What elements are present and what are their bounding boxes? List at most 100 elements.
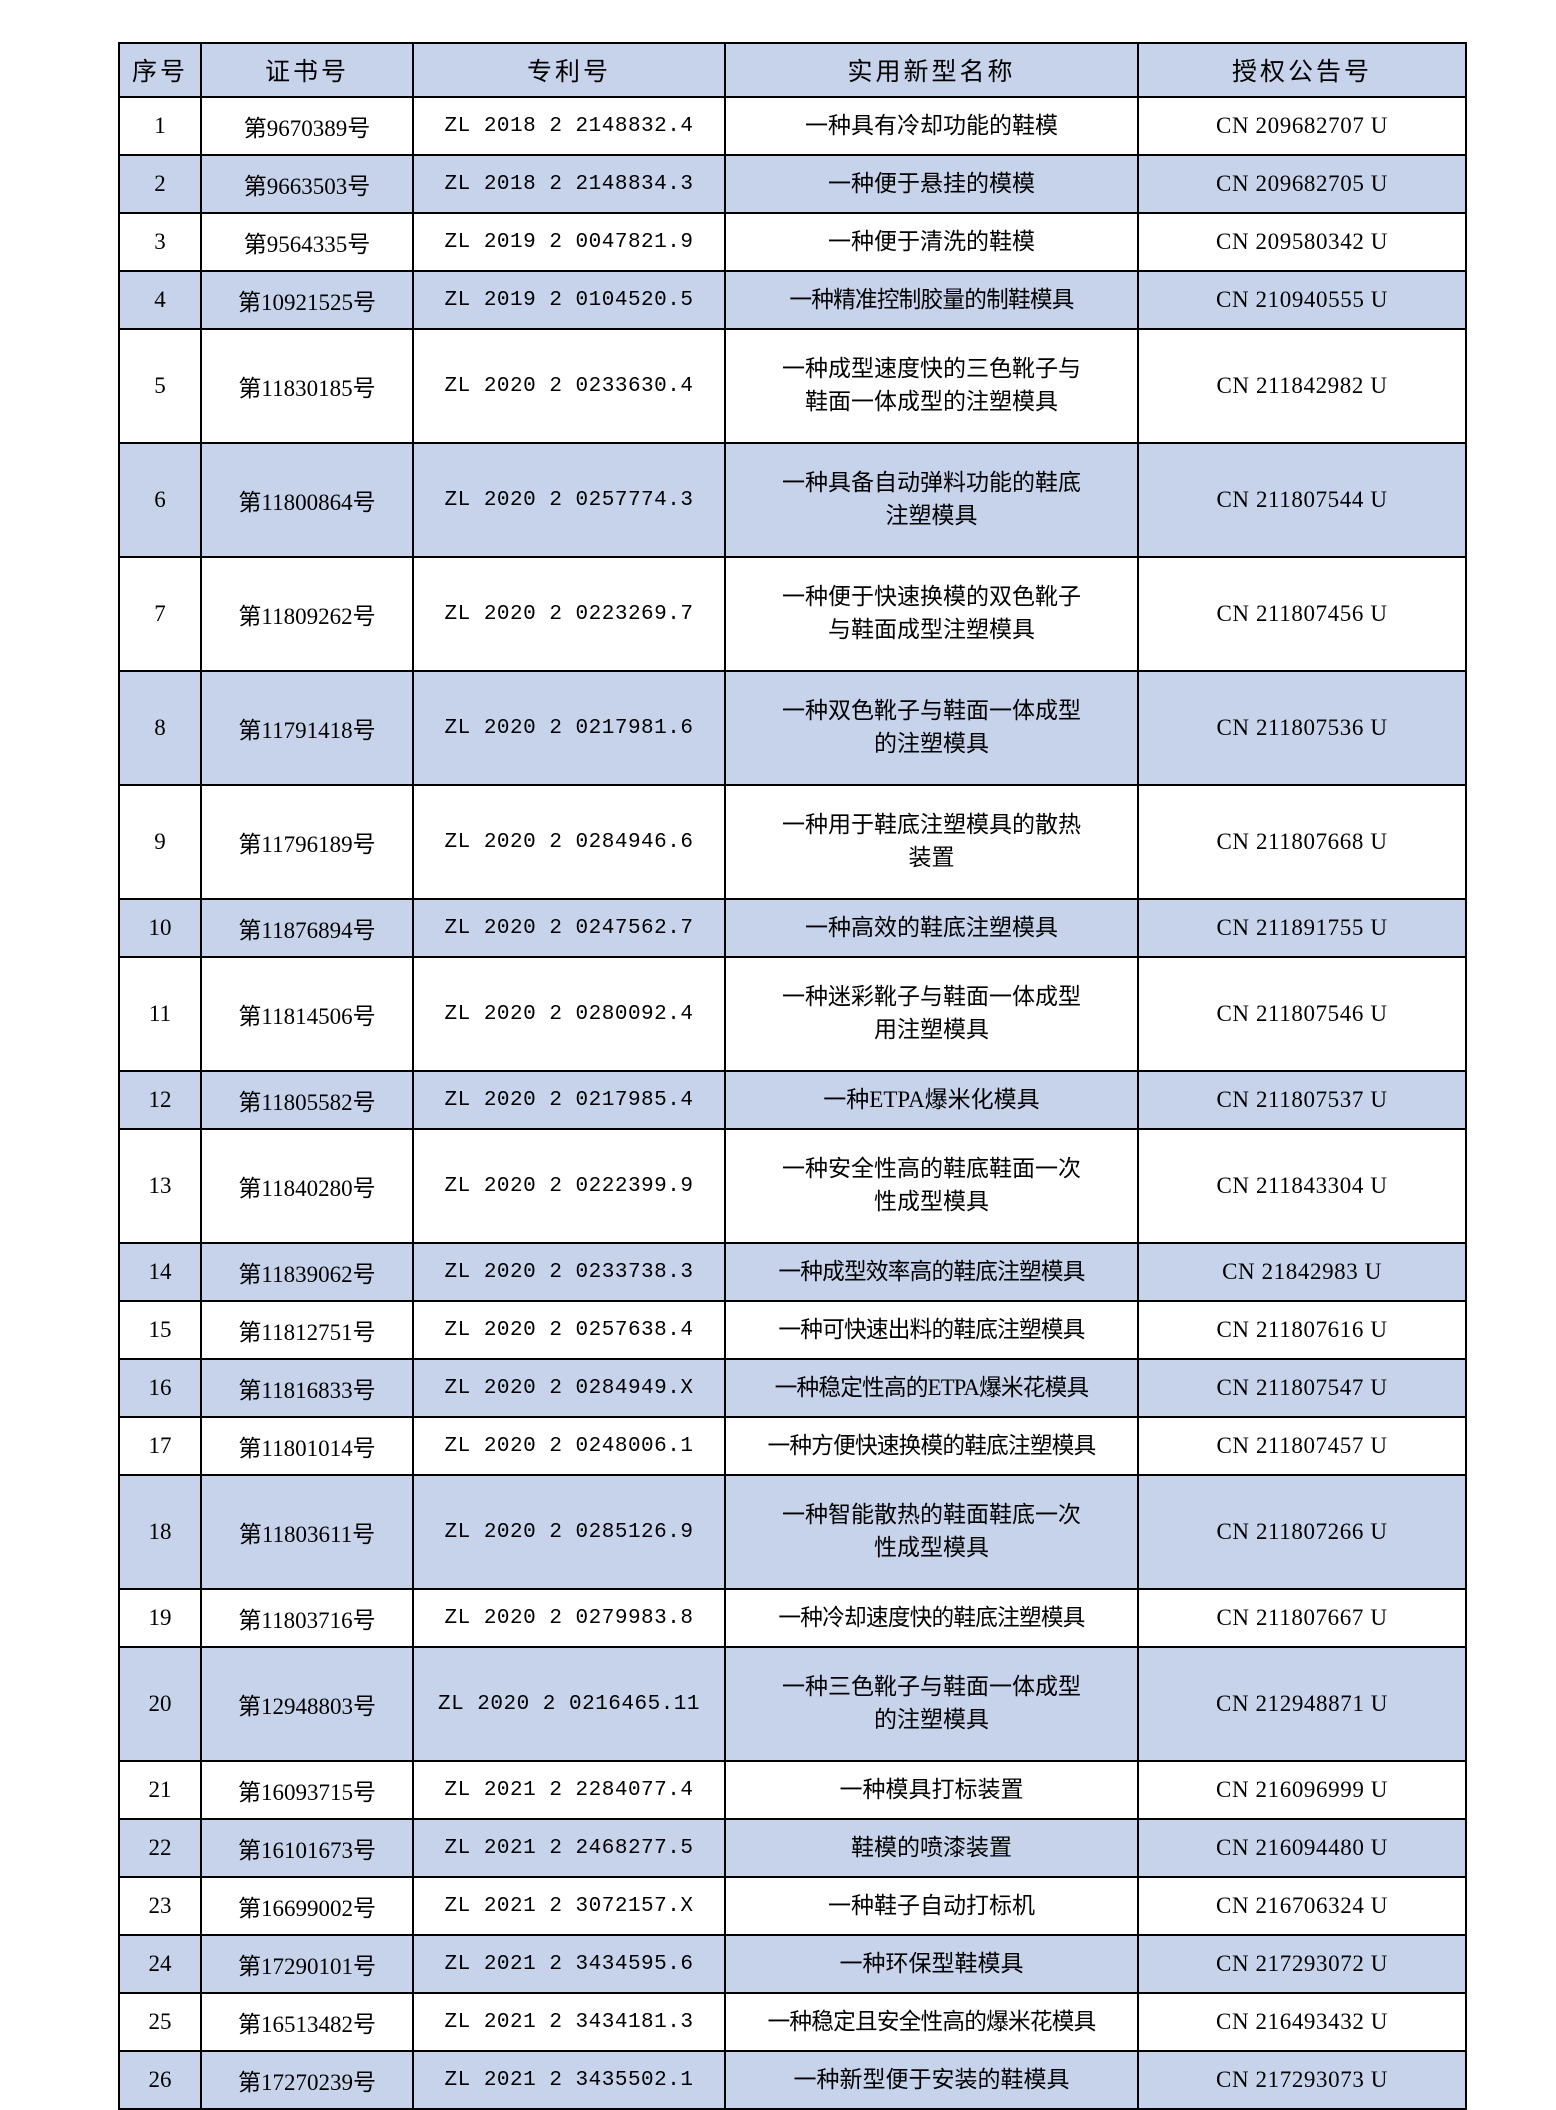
utility-model-name-line: 一种冷却速度快的鞋底注塑模具 bbox=[778, 1604, 1085, 1630]
utility-model-name-line: 一种便于悬挂的模模 bbox=[828, 170, 1035, 196]
table-row: 6 第11800864号 ZL 2020 2 0257774.3 一种具备自动弹料功能… bbox=[118, 442, 1467, 558]
cell-seq: 19 bbox=[118, 1588, 202, 1648]
cell-grant-publication-number: CN 211843304 U bbox=[1137, 1128, 1467, 1244]
cell-patent-number: ZL 2020 2 0285126.9 bbox=[412, 1474, 726, 1590]
cell-certificate-number: 第11791418号 bbox=[200, 670, 414, 786]
cell-seq: 24 bbox=[118, 1934, 202, 1994]
table-row: 17 第11801014号 ZL 2020 2 0248006.1 一种方便快速换模的… bbox=[118, 1416, 1467, 1476]
cell-utility-model-name: 一种成型效率高的鞋底注塑模具 bbox=[724, 1242, 1139, 1302]
utility-model-name-line: 一种迷彩靴子与鞋面一体成型 bbox=[782, 984, 1081, 1010]
utility-model-name-line: 一种高效的鞋底注塑模具 bbox=[805, 914, 1058, 940]
utility-model-name-line: 注塑模具 bbox=[885, 503, 978, 528]
cell-patent-number: ZL 2020 2 0222399.9 bbox=[412, 1128, 726, 1244]
table-row: 5 第11830185号 ZL 2020 2 0233630.4 一种成型速度快的三色… bbox=[118, 328, 1467, 444]
cell-seq: 9 bbox=[118, 784, 202, 900]
cell-seq: 3 bbox=[118, 212, 202, 272]
cell-seq: 1 bbox=[118, 96, 202, 156]
cell-certificate-number: 第11805582号 bbox=[200, 1070, 414, 1130]
cell-grant-publication-number: CN 217293073 U bbox=[1137, 2050, 1467, 2110]
utility-model-name-line: 一种成型速度快的三色靴子与 bbox=[782, 356, 1081, 382]
cell-seq: 5 bbox=[118, 328, 202, 444]
cell-seq: 22 bbox=[118, 1818, 202, 1878]
cell-seq: 6 bbox=[118, 442, 202, 558]
cell-certificate-number: 第16101673号 bbox=[200, 1818, 414, 1878]
cell-patent-number: ZL 2020 2 0216465.11 bbox=[412, 1646, 726, 1762]
cell-utility-model-name: 一种具有冷却功能的鞋模 bbox=[724, 96, 1139, 156]
cell-patent-number: ZL 2020 2 0217985.4 bbox=[412, 1070, 726, 1130]
cell-certificate-number: 第16093715号 bbox=[200, 1760, 414, 1820]
table-row: 25 第16513482号 ZL 2021 2 3434181.3 一种稳定且安全性高… bbox=[118, 1992, 1467, 2052]
utility-model-name-line: 一种环保型鞋模具 bbox=[839, 1950, 1024, 1976]
utility-model-name-line: 一种新型便于安装的鞋模具 bbox=[793, 2066, 1070, 2092]
cell-certificate-number: 第9670389号 bbox=[200, 96, 414, 156]
table-body: 1 第9670389号 ZL 2018 2 2148832.4 一种具有冷却功能的鞋模… bbox=[118, 96, 1467, 2110]
cell-seq: 10 bbox=[118, 898, 202, 958]
cell-utility-model-name: 一种模具打标装置 bbox=[724, 1760, 1139, 1820]
cell-patent-number: ZL 2020 2 0284949.X bbox=[412, 1358, 726, 1418]
cell-patent-number: ZL 2021 2 3435502.1 bbox=[412, 2050, 726, 2110]
table-row: 21 第16093715号 ZL 2021 2 2284077.4 一种模具打标装置 C… bbox=[118, 1760, 1467, 1820]
cell-grant-publication-number: CN 211807457 U bbox=[1137, 1416, 1467, 1476]
cell-certificate-number: 第17270239号 bbox=[200, 2050, 414, 2110]
cell-seq: 12 bbox=[118, 1070, 202, 1130]
utility-model-name-line: 一种稳定性高的ETPA爆米花模具 bbox=[774, 1374, 1090, 1400]
cell-utility-model-name: 一种环保型鞋模具 bbox=[724, 1934, 1139, 1994]
cell-certificate-number: 第17290101号 bbox=[200, 1934, 414, 1994]
cell-certificate-number: 第11839062号 bbox=[200, 1242, 414, 1302]
utility-model-name-line: 一种具备自动弹料功能的鞋底 bbox=[782, 470, 1081, 496]
cell-patent-number: ZL 2021 2 3434181.3 bbox=[412, 1992, 726, 2052]
cell-grant-publication-number: CN 209580342 U bbox=[1137, 212, 1467, 272]
cell-patent-number: ZL 2021 2 3434595.6 bbox=[412, 1934, 726, 1994]
cell-seq: 2 bbox=[118, 154, 202, 214]
cell-grant-publication-number: CN 211807537 U bbox=[1137, 1070, 1467, 1130]
utility-model-name-line: 一种方便快速换模的鞋底注塑模具 bbox=[767, 1432, 1096, 1458]
cell-grant-publication-number: CN 216493432 U bbox=[1137, 1992, 1467, 2052]
cell-seq: 15 bbox=[118, 1300, 202, 1360]
column-header-certificate-number: 证书号 bbox=[200, 42, 414, 98]
patent-list-table: 序号 证书号 专利号 实用新型名称 授权公告号 1 第9670389号 ZL 201… bbox=[118, 42, 1467, 2110]
table-row: 2 第9663503号 ZL 2018 2 2148834.3 一种便于悬挂的模模 CN… bbox=[118, 154, 1467, 214]
cell-seq: 18 bbox=[118, 1474, 202, 1590]
cell-utility-model-name: 一种双色靴子与鞋面一体成型 的注塑模具 bbox=[724, 670, 1139, 786]
table-row: 12 第11805582号 ZL 2020 2 0217985.4 一种ETPA爆米化… bbox=[118, 1070, 1467, 1130]
cell-seq: 4 bbox=[118, 270, 202, 330]
cell-patent-number: ZL 2020 2 0233738.3 bbox=[412, 1242, 726, 1302]
cell-patent-number: ZL 2020 2 0217981.6 bbox=[412, 670, 726, 786]
table-row: 13 第11840280号 ZL 2020 2 0222399.9 一种安全性高的鞋底… bbox=[118, 1128, 1467, 1244]
utility-model-name-line: 一种可快速出料的鞋底注塑模具 bbox=[778, 1316, 1085, 1342]
cell-utility-model-name: 一种便于清洗的鞋模 bbox=[724, 212, 1139, 272]
cell-patent-number: ZL 2020 2 0247562.7 bbox=[412, 898, 726, 958]
cell-seq: 23 bbox=[118, 1876, 202, 1936]
utility-model-name-line: 一种安全性高的鞋底鞋面一次 bbox=[782, 1156, 1081, 1182]
cell-certificate-number: 第11812751号 bbox=[200, 1300, 414, 1360]
utility-model-name-line: 一种三色靴子与鞋面一体成型 bbox=[782, 1674, 1081, 1700]
column-header-seq: 序号 bbox=[118, 42, 202, 98]
cell-utility-model-name: 一种用于鞋底注塑模具的散热 装置 bbox=[724, 784, 1139, 900]
utility-model-name-line: 鞋面一体成型的注塑模具 bbox=[805, 389, 1058, 414]
cell-certificate-number: 第12948803号 bbox=[200, 1646, 414, 1762]
cell-patent-number: ZL 2020 2 0257774.3 bbox=[412, 442, 726, 558]
table-row: 24 第17290101号 ZL 2021 2 3434595.6 一种环保型鞋模具 C… bbox=[118, 1934, 1467, 1994]
cell-grant-publication-number: CN 216094480 U bbox=[1137, 1818, 1467, 1878]
table-row: 11 第11814506号 ZL 2020 2 0280092.4 一种迷彩靴子与鞋面… bbox=[118, 956, 1467, 1072]
cell-patent-number: ZL 2021 2 2468277.5 bbox=[412, 1818, 726, 1878]
table-row: 19 第11803716号 ZL 2020 2 0279983.8 一种冷却速度快的鞋… bbox=[118, 1588, 1467, 1648]
cell-patent-number: ZL 2021 2 2284077.4 bbox=[412, 1760, 726, 1820]
cell-grant-publication-number: CN 211807544 U bbox=[1137, 442, 1467, 558]
cell-grant-publication-number: CN 21842983 U bbox=[1137, 1242, 1467, 1302]
cell-certificate-number: 第11840280号 bbox=[200, 1128, 414, 1244]
utility-model-name-line: 一种便于快速换模的双色靴子 bbox=[782, 584, 1081, 610]
utility-model-name-line: 一种稳定且安全性高的爆米花模具 bbox=[767, 2008, 1096, 2034]
table-row: 3 第9564335号 ZL 2019 2 0047821.9 一种便于清洗的鞋模 CN… bbox=[118, 212, 1467, 272]
table-row: 9 第11796189号 ZL 2020 2 0284946.6 一种用于鞋底注塑模具… bbox=[118, 784, 1467, 900]
utility-model-name-line: 一种精准控制胶量的制鞋模具 bbox=[789, 286, 1074, 312]
cell-patent-number: ZL 2019 2 0047821.9 bbox=[412, 212, 726, 272]
table-row: 8 第11791418号 ZL 2020 2 0217981.6 一种双色靴子与鞋面一… bbox=[118, 670, 1467, 786]
cell-utility-model-name: 一种稳定且安全性高的爆米花模具 bbox=[724, 1992, 1139, 2052]
cell-grant-publication-number: CN 211807547 U bbox=[1137, 1358, 1467, 1418]
cell-utility-model-name: 一种三色靴子与鞋面一体成型 的注塑模具 bbox=[724, 1646, 1139, 1762]
cell-patent-number: ZL 2019 2 0104520.5 bbox=[412, 270, 726, 330]
cell-certificate-number: 第9663503号 bbox=[200, 154, 414, 214]
cell-grant-publication-number: CN 211807667 U bbox=[1137, 1588, 1467, 1648]
cell-grant-publication-number: CN 217293072 U bbox=[1137, 1934, 1467, 1994]
